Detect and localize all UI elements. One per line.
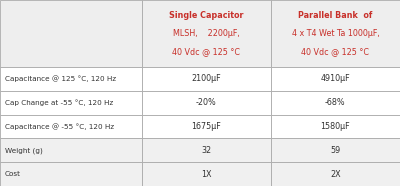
Text: Capacitance @ 125 °C, 120 Hz: Capacitance @ 125 °C, 120 Hz bbox=[5, 76, 116, 82]
Bar bbox=[142, 162, 271, 186]
Bar bbox=[0, 138, 142, 162]
Bar bbox=[271, 0, 400, 67]
Text: Cost: Cost bbox=[5, 171, 21, 177]
Bar bbox=[271, 115, 400, 138]
Text: 32: 32 bbox=[201, 146, 212, 155]
Bar bbox=[271, 138, 400, 162]
Bar bbox=[0, 67, 142, 91]
Text: -68%: -68% bbox=[325, 98, 346, 107]
Bar bbox=[142, 67, 271, 91]
Text: Weight (g): Weight (g) bbox=[5, 147, 42, 153]
Bar bbox=[0, 162, 142, 186]
Bar bbox=[142, 138, 271, 162]
Text: 1580μF: 1580μF bbox=[320, 122, 350, 131]
Text: 40 Vdc @ 125 °C: 40 Vdc @ 125 °C bbox=[302, 47, 370, 56]
Text: Single Capacitor: Single Capacitor bbox=[169, 11, 244, 20]
Text: Parallel Bank  of: Parallel Bank of bbox=[298, 11, 372, 20]
Text: Capacitance @ -55 °C, 120 Hz: Capacitance @ -55 °C, 120 Hz bbox=[5, 123, 114, 130]
Bar bbox=[0, 0, 142, 67]
Text: 1675μF: 1675μF bbox=[192, 122, 221, 131]
Bar bbox=[0, 91, 142, 115]
Text: Cap Change at -55 °C, 120 Hz: Cap Change at -55 °C, 120 Hz bbox=[5, 99, 113, 106]
Text: 2X: 2X bbox=[330, 170, 341, 179]
Text: 40 Vdc @ 125 °C: 40 Vdc @ 125 °C bbox=[172, 47, 240, 56]
Text: 4 x T4 Wet Ta 1000μF,: 4 x T4 Wet Ta 1000μF, bbox=[292, 29, 379, 38]
Bar bbox=[142, 0, 271, 67]
Text: 2100μF: 2100μF bbox=[192, 74, 221, 83]
Text: 59: 59 bbox=[330, 146, 340, 155]
Text: 1X: 1X bbox=[201, 170, 212, 179]
Bar bbox=[142, 91, 271, 115]
Bar bbox=[271, 67, 400, 91]
Text: 4910μF: 4910μF bbox=[320, 74, 350, 83]
Text: -20%: -20% bbox=[196, 98, 217, 107]
Bar bbox=[271, 91, 400, 115]
Text: MLSH,    2200μF,: MLSH, 2200μF, bbox=[173, 29, 240, 38]
Bar bbox=[0, 115, 142, 138]
Bar bbox=[142, 115, 271, 138]
Bar bbox=[271, 162, 400, 186]
